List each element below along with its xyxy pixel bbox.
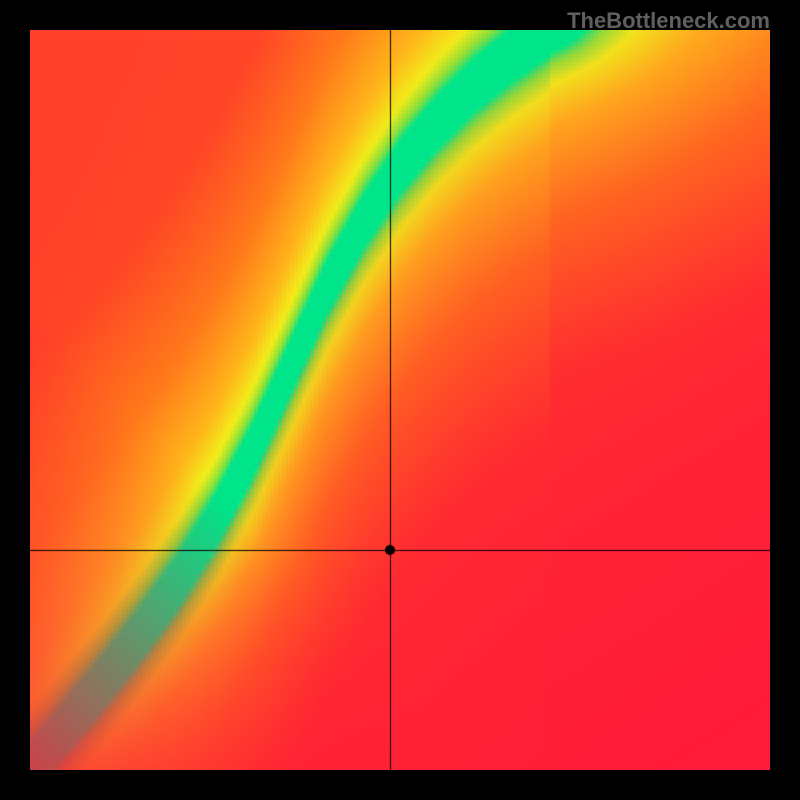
watermark-text: TheBottleneck.com: [567, 8, 770, 34]
bottleneck-heatmap: [30, 30, 770, 770]
heatmap-canvas: [30, 30, 770, 770]
